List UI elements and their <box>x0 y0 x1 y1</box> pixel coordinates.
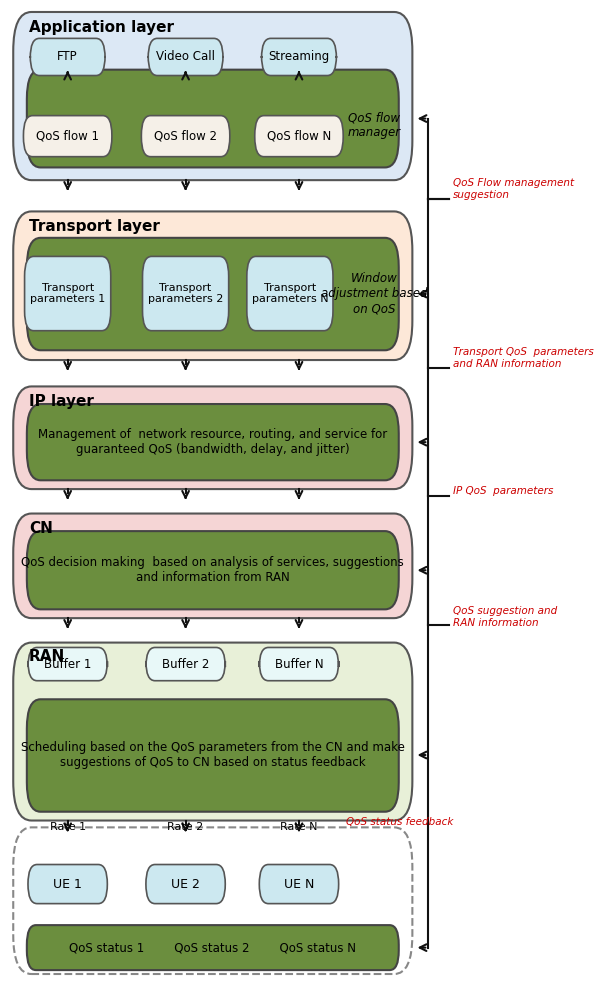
FancyBboxPatch shape <box>141 115 230 157</box>
Text: QoS status feedback: QoS status feedback <box>346 817 453 827</box>
Text: Management of  network resource, routing, and service for
guaranteed QoS (bandwi: Management of network resource, routing,… <box>38 428 388 457</box>
Text: Streaming: Streaming <box>269 50 329 63</box>
FancyBboxPatch shape <box>13 827 413 974</box>
Text: FTP: FTP <box>57 50 78 63</box>
FancyBboxPatch shape <box>13 387 413 489</box>
Text: UE N: UE N <box>284 878 314 890</box>
Text: QoS status 1        QoS status 2        QoS status N: QoS status 1 QoS status 2 QoS status N <box>69 941 356 954</box>
FancyBboxPatch shape <box>13 514 413 618</box>
Text: UE 1: UE 1 <box>53 878 82 890</box>
Text: IP QoS  parameters: IP QoS parameters <box>453 486 554 496</box>
FancyBboxPatch shape <box>27 70 399 168</box>
FancyBboxPatch shape <box>13 643 413 820</box>
Text: Rate N: Rate N <box>280 822 318 832</box>
Text: CN: CN <box>29 522 53 536</box>
Text: Rate 2: Rate 2 <box>167 822 204 832</box>
Text: Video Call: Video Call <box>156 50 215 63</box>
FancyBboxPatch shape <box>27 404 399 480</box>
FancyBboxPatch shape <box>261 38 337 76</box>
Text: QoS decision making  based on analysis of services, suggestions
and information : QoS decision making based on analysis of… <box>22 556 404 585</box>
FancyBboxPatch shape <box>27 238 399 350</box>
Text: Buffer N: Buffer N <box>274 658 324 670</box>
FancyBboxPatch shape <box>30 38 105 76</box>
Text: Application layer: Application layer <box>29 20 174 35</box>
Text: Scheduling based on the QoS parameters from the CN and make
suggestions of QoS t: Scheduling based on the QoS parameters f… <box>21 741 405 769</box>
Text: UE 2: UE 2 <box>171 878 200 890</box>
Text: RAN: RAN <box>29 650 65 665</box>
Text: Transport
parameters N: Transport parameters N <box>252 283 328 305</box>
FancyBboxPatch shape <box>148 38 223 76</box>
FancyBboxPatch shape <box>28 648 108 680</box>
Text: Transport
parameters 2: Transport parameters 2 <box>148 283 223 305</box>
Text: QoS flow
manager: QoS flow manager <box>347 111 401 139</box>
FancyBboxPatch shape <box>28 865 108 903</box>
FancyBboxPatch shape <box>27 531 399 609</box>
FancyBboxPatch shape <box>146 648 225 680</box>
Text: Transport layer: Transport layer <box>29 219 160 235</box>
Text: IP layer: IP layer <box>29 394 94 409</box>
FancyBboxPatch shape <box>255 115 343 157</box>
Text: QoS suggestion and
RAN information: QoS suggestion and RAN information <box>453 606 557 628</box>
FancyBboxPatch shape <box>260 865 338 903</box>
FancyBboxPatch shape <box>27 925 399 970</box>
FancyBboxPatch shape <box>13 12 413 180</box>
FancyBboxPatch shape <box>25 256 111 330</box>
FancyBboxPatch shape <box>247 256 333 330</box>
Text: Buffer 1: Buffer 1 <box>44 658 91 670</box>
Text: Rate 1: Rate 1 <box>50 822 86 832</box>
Text: QoS flow 2: QoS flow 2 <box>154 129 217 143</box>
FancyBboxPatch shape <box>142 256 228 330</box>
FancyBboxPatch shape <box>146 865 225 903</box>
Text: QoS Flow management
suggestion: QoS Flow management suggestion <box>453 178 574 200</box>
Text: Window
adjustment based
on QoS: Window adjustment based on QoS <box>321 272 427 316</box>
Text: Transport
parameters 1: Transport parameters 1 <box>30 283 105 305</box>
Text: Transport QoS  parameters
and RAN information: Transport QoS parameters and RAN informa… <box>453 347 594 369</box>
Text: QoS flow 1: QoS flow 1 <box>36 129 99 143</box>
Text: Buffer 2: Buffer 2 <box>162 658 209 670</box>
FancyBboxPatch shape <box>13 211 413 360</box>
Text: QoS flow N: QoS flow N <box>267 129 331 143</box>
FancyBboxPatch shape <box>260 648 338 680</box>
FancyBboxPatch shape <box>23 115 112 157</box>
FancyBboxPatch shape <box>27 699 399 811</box>
